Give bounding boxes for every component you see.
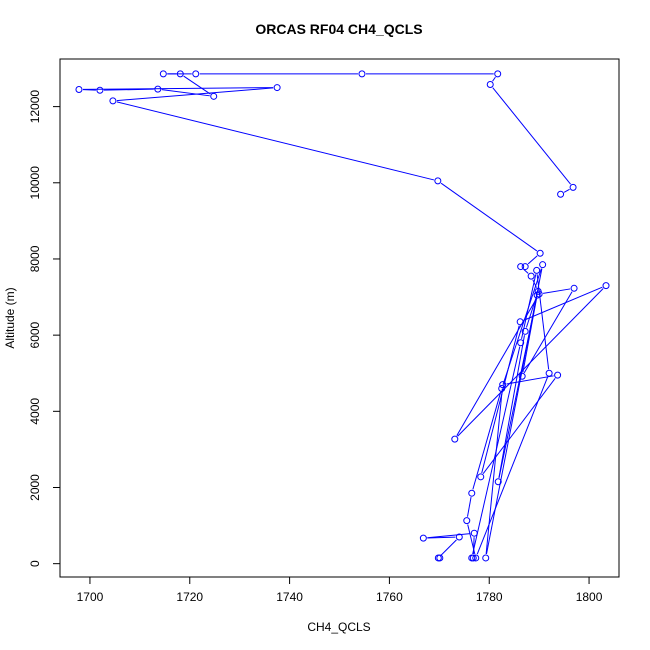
plot-area-border xyxy=(59,58,620,578)
y-axis: 0 2000 4000 6000 8000 10000 12000 xyxy=(28,90,61,567)
data-point xyxy=(517,263,525,271)
data-point xyxy=(75,85,83,93)
data-point xyxy=(516,318,524,326)
data-point xyxy=(557,190,565,198)
series-segment xyxy=(523,291,573,374)
series-segment xyxy=(82,87,274,90)
series-segment xyxy=(467,524,476,555)
x-tick-label: 1760 xyxy=(376,590,403,604)
data-point xyxy=(498,384,506,392)
series-segment xyxy=(498,335,525,478)
series-segment xyxy=(103,88,154,91)
series-segment xyxy=(523,286,603,321)
x-tick-label: 1700 xyxy=(77,590,104,604)
series-segment xyxy=(527,255,538,265)
series-segment xyxy=(563,188,570,193)
x-tick-label: 1720 xyxy=(176,590,203,604)
data-point xyxy=(455,533,463,541)
data-point xyxy=(539,261,547,269)
x-tick-label: 1780 xyxy=(476,590,503,604)
x-tick-label: 1740 xyxy=(276,590,303,604)
data-point xyxy=(482,554,490,562)
data-point xyxy=(518,372,526,380)
data-point xyxy=(527,272,535,280)
y-tick-label: 8000 xyxy=(28,245,42,272)
data-point xyxy=(533,291,541,299)
data-point xyxy=(554,371,562,379)
y-tick-label: 6000 xyxy=(28,321,42,348)
series-segment xyxy=(472,392,502,490)
series-segment xyxy=(427,536,456,539)
data-point xyxy=(273,84,281,92)
data-point xyxy=(569,183,577,191)
data-point xyxy=(192,70,200,78)
series-segment xyxy=(116,101,435,181)
data-point xyxy=(434,177,442,185)
series-segment xyxy=(532,279,537,288)
series-segment xyxy=(440,182,538,252)
data-point xyxy=(154,85,162,93)
series-segment xyxy=(543,288,571,294)
data-point xyxy=(521,327,529,335)
data-point xyxy=(494,70,502,78)
y-tick-label: 10000 xyxy=(28,166,42,200)
y-tick-label: 4000 xyxy=(28,398,42,425)
data-point xyxy=(358,70,366,78)
data-point xyxy=(468,554,476,562)
data-point xyxy=(499,381,507,389)
y-tick-label: 12000 xyxy=(28,90,42,124)
series-segment xyxy=(466,497,472,517)
data-point xyxy=(210,92,218,100)
series-segment xyxy=(482,378,556,474)
x-axis: 1700 1720 1740 1760 1780 1800 xyxy=(77,576,603,604)
y-axis-label: Altitude (m) xyxy=(3,287,17,348)
chart-title: ORCAS RF04 CH4_QCLS xyxy=(255,21,422,37)
series-segment xyxy=(481,325,520,474)
data-point xyxy=(477,473,485,481)
series-segment xyxy=(427,533,471,539)
series-segment xyxy=(440,539,457,556)
series-segment xyxy=(536,274,550,370)
data-point xyxy=(419,534,427,542)
series-segment xyxy=(525,294,538,328)
data-point xyxy=(536,249,544,257)
x-tick-label: 1800 xyxy=(576,590,603,604)
series-segment xyxy=(161,89,210,97)
data-point xyxy=(472,554,480,562)
data-point xyxy=(602,282,610,290)
data-point xyxy=(470,529,478,537)
series-segment xyxy=(456,297,538,436)
x-axis-label: CH4_QCLS xyxy=(307,620,370,634)
data-point xyxy=(517,339,525,347)
data-point xyxy=(96,86,104,94)
data-point xyxy=(109,97,117,105)
data-point xyxy=(468,489,476,497)
data-point xyxy=(533,266,541,274)
data-point xyxy=(494,478,502,486)
data-point xyxy=(176,70,184,78)
series-segment xyxy=(183,75,211,95)
data-point xyxy=(159,70,167,78)
data-point xyxy=(521,263,529,271)
data-point xyxy=(534,287,542,295)
data-point xyxy=(434,554,442,562)
series-ch4-altitude xyxy=(75,70,610,562)
series-segment xyxy=(492,87,571,185)
series-segment xyxy=(485,388,503,555)
data-point xyxy=(486,81,494,89)
series-segment xyxy=(492,76,496,82)
data-point xyxy=(570,284,578,292)
data-point xyxy=(463,517,471,525)
y-tick-label: 0 xyxy=(28,560,42,567)
series-segment xyxy=(498,298,537,478)
data-point xyxy=(451,435,459,443)
y-tick-label: 2000 xyxy=(28,474,42,501)
data-point xyxy=(545,369,553,377)
series-segment xyxy=(506,375,554,385)
